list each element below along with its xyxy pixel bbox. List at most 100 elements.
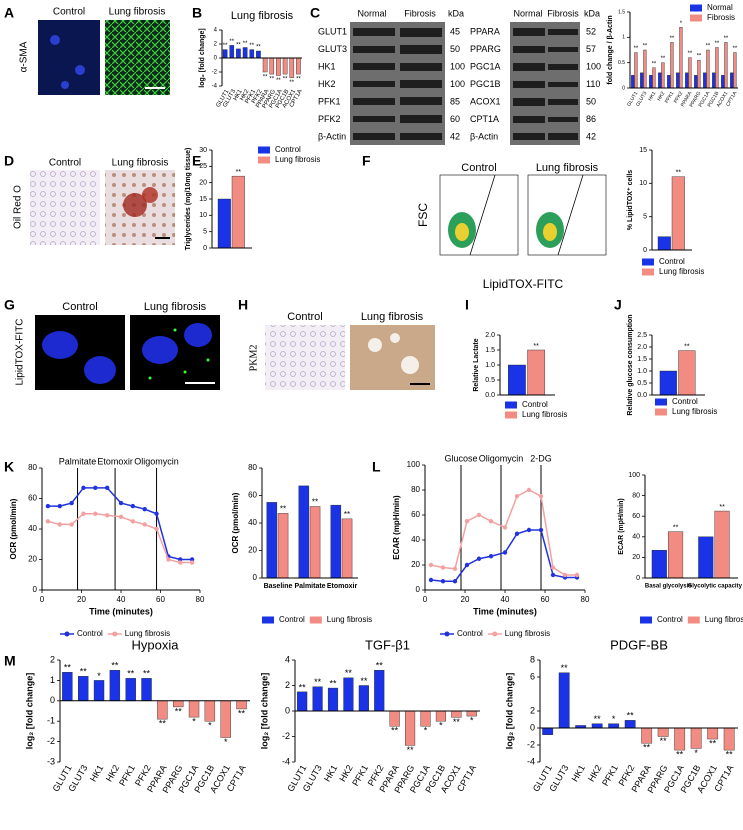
protein-label: PFK1 (318, 96, 341, 106)
y-tick-label: 2.5 (637, 332, 647, 339)
legend-swatch (258, 156, 270, 164)
flow-x-label: LipidTOX-FITC (483, 277, 564, 291)
significance: ** (688, 51, 693, 57)
y-tick-label: -4 (282, 756, 290, 766)
bar (715, 47, 719, 89)
chart-title: Hypoxia (132, 637, 180, 652)
protein-label: HK1 (318, 61, 336, 71)
legend-label: Lung fibrosis (705, 615, 743, 624)
series-line (47, 513, 193, 564)
x-tick-label: HK1 (322, 763, 339, 783)
bar (236, 48, 241, 59)
significance: ** (684, 343, 690, 350)
x-axis-label: Time (minutes) (473, 606, 537, 616)
y-axis-label: Relative glucose consumption (627, 314, 634, 415)
significance: ** (676, 170, 682, 177)
point (154, 511, 159, 516)
y-tick-label: 60 (632, 513, 640, 520)
y-tick-label: 100 (628, 472, 640, 479)
significance: * (208, 721, 212, 731)
y-tick-label: 20 (28, 555, 37, 564)
y-tick-label: 25 (199, 163, 207, 170)
stain-label: PKM2 (248, 345, 259, 372)
panel-letter: J (614, 297, 622, 313)
point (57, 503, 62, 509)
stain-label: α-SMA (19, 41, 30, 72)
blot-header: Fibrosis (404, 8, 436, 18)
y-tick-label: 40 (248, 518, 257, 527)
kda-label: 52 (586, 26, 596, 36)
point (69, 500, 74, 506)
point (514, 494, 520, 499)
y-tick-label: -1 (47, 716, 55, 726)
bar (641, 727, 653, 744)
y-tick-label: 0 (33, 585, 38, 594)
point (538, 494, 544, 499)
bar (389, 710, 400, 727)
blot-header: Normal (357, 8, 386, 18)
bar (277, 513, 289, 579)
legend-marker (64, 631, 70, 637)
y-axis-label: ECAR (mpH/min) (618, 498, 625, 554)
significance: ** (64, 663, 72, 673)
panel-letter: D (4, 153, 14, 169)
blot-header: Fibrosis (547, 8, 579, 18)
bar (652, 67, 656, 89)
y-tick-label: 1.0 (485, 362, 495, 369)
y-tick-label: 1 (50, 675, 55, 685)
injection-label: Etomoxir (97, 456, 133, 466)
protein-label: ACOX1 (470, 96, 501, 106)
legend-label: Lung fibrosis (505, 629, 550, 638)
y-tick-label: 20 (248, 546, 257, 555)
y-tick-label: 80 (632, 492, 640, 499)
series-line (430, 529, 577, 582)
bar (217, 198, 231, 249)
bar (697, 59, 701, 89)
legend-label: Lung fibrosis (659, 267, 704, 276)
significance: ** (229, 39, 234, 45)
bar (220, 700, 231, 738)
bar (93, 680, 105, 702)
point (178, 557, 183, 562)
y-tick-label: 0 (416, 585, 421, 594)
bar (694, 75, 698, 89)
significance: ** (223, 43, 228, 49)
significance: ** (697, 54, 702, 60)
y-tick-label: 2 (285, 680, 290, 690)
bar (405, 710, 416, 746)
point (178, 560, 183, 565)
flow-y-label: FSC (416, 203, 430, 227)
significance: ** (312, 498, 318, 507)
bar (730, 72, 734, 89)
series-line (47, 487, 193, 561)
x-axis-label: Time (minutes) (89, 606, 153, 616)
y-tick-label: 0.0 (637, 392, 647, 399)
y-tick-label: 20 (632, 554, 640, 561)
kda-label: 110 (586, 79, 600, 89)
bar (296, 57, 301, 75)
y-tick-label: 2 (50, 654, 55, 664)
chart-title: TGF-β1 (365, 637, 410, 652)
bar (341, 518, 353, 579)
bar (249, 49, 255, 59)
y-tick-label: -2 (47, 736, 55, 746)
y-tick-label: 0.0 (485, 392, 495, 399)
bar (714, 510, 730, 579)
point (81, 511, 86, 516)
bar (659, 370, 677, 396)
stain-label: LipidTOX-FITC (15, 318, 26, 385)
legend-label: Lung fibrosis (522, 410, 567, 419)
significance: ** (726, 749, 734, 759)
y-tick-label: 2 (530, 705, 535, 715)
bar (698, 536, 714, 579)
y-tick-label: 80 (28, 463, 37, 472)
legend-label: Lung fibrosis (275, 155, 320, 164)
significance: ** (127, 669, 135, 679)
y-tick-label: 0 (214, 56, 218, 62)
significance: ** (643, 44, 648, 50)
panel-letter: M (4, 653, 16, 669)
y-tick-label: 15 (639, 147, 647, 154)
point (189, 557, 195, 562)
legend-label: Control (672, 397, 698, 406)
bar (651, 549, 667, 579)
